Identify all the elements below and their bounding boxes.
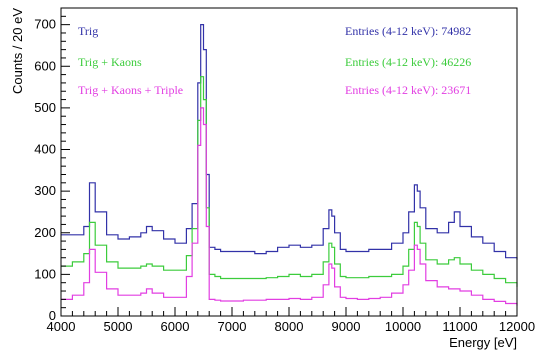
legend-entry-1: Trig [78, 24, 98, 38]
x-tick-label: 6000 [161, 319, 190, 334]
legend: Trig Entries (4-12 keV): 74982 Trig + Kaon… [78, 24, 471, 97]
legend-entry-2: Trig + Kaons [78, 55, 142, 69]
x-tick-label: 4000 [47, 319, 76, 334]
y-tick-label: 400 [34, 142, 56, 157]
x-tick-label: 7000 [218, 319, 247, 334]
y-tick-label: 0 [49, 308, 56, 323]
x-axis-title: Energy [eV] [449, 335, 517, 350]
plot-lines [61, 24, 518, 306]
series-line-1 [61, 24, 518, 260]
y-tick-label: 500 [34, 100, 56, 115]
x-tick-label: 12000 [499, 319, 535, 334]
y-tick-label: 300 [34, 183, 56, 198]
x-tick-label: 11000 [442, 319, 477, 334]
y-tick-label: 100 [34, 266, 56, 281]
x-axis: 4000 5000 6000 7000 8000 9000 10000 11000 12000 [47, 307, 535, 334]
series-line-2 [61, 76, 518, 287]
y-tick-label: 600 [34, 58, 56, 73]
x-tick-label: 8000 [275, 319, 304, 334]
y-tick-label: 200 [34, 225, 56, 240]
x-tick-label: 9000 [332, 319, 361, 334]
y-tick-label: 700 [34, 17, 56, 32]
y-axis: 0 100 200 300 400 500 600 700 [34, 7, 70, 323]
x-tick-label: 10000 [385, 319, 421, 334]
entries-label-3: Entries (4-12 keV): 23671 [345, 83, 471, 97]
entries-label-2: Entries (4-12 keV): 46226 [345, 55, 471, 69]
series-line-3 [61, 107, 518, 306]
x-tick-label: 5000 [104, 319, 133, 334]
entries-label-1: Entries (4-12 keV): 74982 [345, 24, 471, 38]
legend-entry-3: Trig + Kaons + Triple [78, 83, 183, 97]
y-axis-title: Counts / 20 eV [10, 8, 25, 94]
